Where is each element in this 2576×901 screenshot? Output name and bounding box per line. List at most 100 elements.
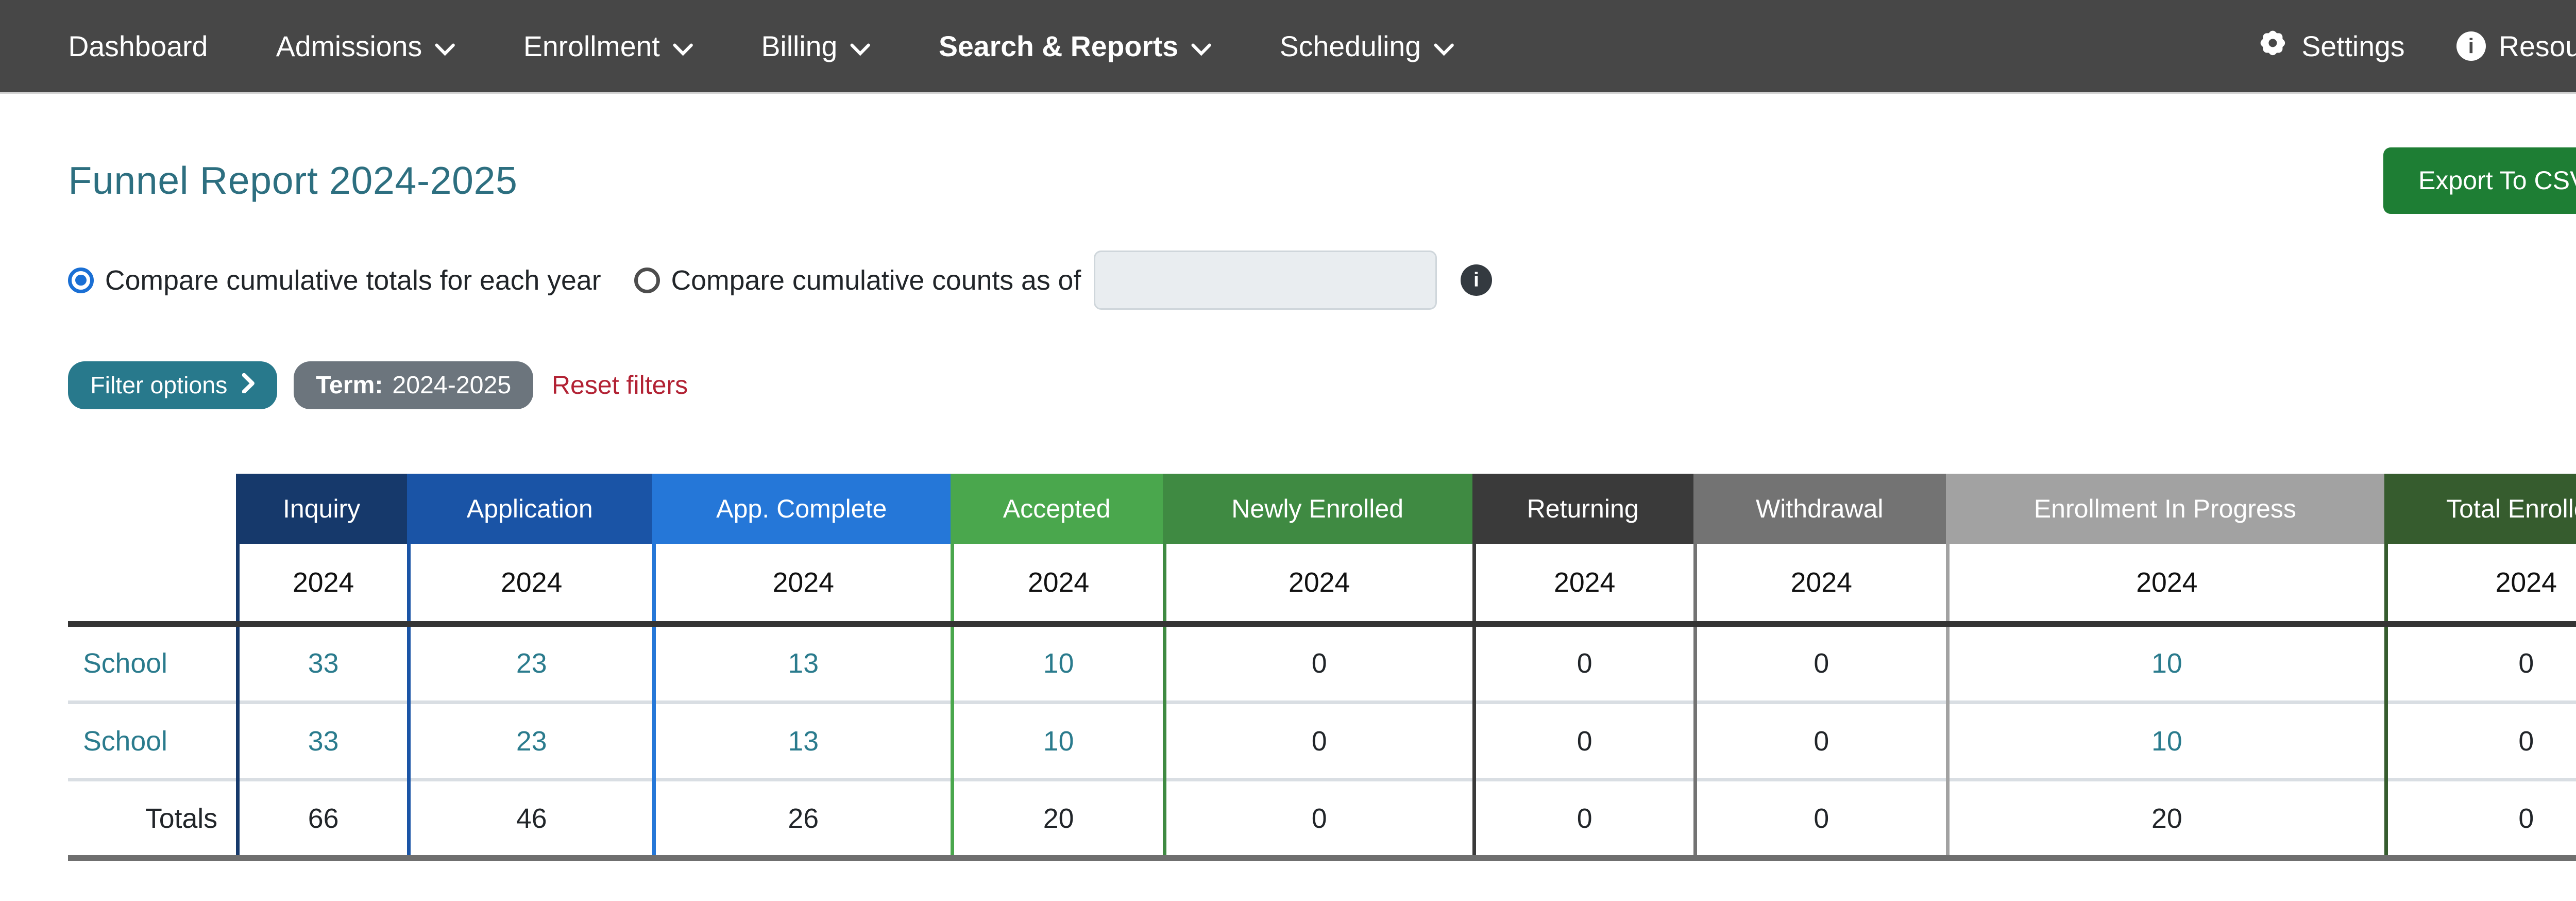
gear-icon xyxy=(2257,27,2289,65)
term-badge-prefix: Term: xyxy=(316,371,383,399)
column-header-label: Newly Enrolled xyxy=(1231,494,1403,524)
totals-value: 20 xyxy=(2151,803,2182,835)
year-label: 2024 xyxy=(2496,566,2557,598)
cell-value: 0 xyxy=(1577,725,1592,757)
year-label: 2024 xyxy=(1289,566,1350,598)
cell-value: 0 xyxy=(1312,647,1327,679)
table-row-separator xyxy=(1163,700,1472,704)
table-row-separator xyxy=(2384,700,2576,704)
cell-value-link[interactable]: 13 xyxy=(788,647,819,679)
totals-value: 26 xyxy=(788,803,819,835)
cell-value: 0 xyxy=(1814,725,1829,757)
radio-compare-counts[interactable] xyxy=(634,268,660,293)
as-of-date-input[interactable] xyxy=(1094,251,1436,309)
table-row-separator xyxy=(652,700,951,704)
table-row-separator xyxy=(1472,700,1693,704)
cell-newly-enrolled: 0 xyxy=(1163,704,1472,778)
cell-value: 0 xyxy=(2518,647,2534,679)
column-header-label: App. Complete xyxy=(716,494,887,524)
column-header-total-enrolled: Total Enrolled xyxy=(2384,474,2576,544)
year-subheader-inquiry: 2024 xyxy=(236,544,408,621)
nav-item-label: Admissions xyxy=(276,30,422,63)
chevron-down-icon xyxy=(435,30,455,63)
cell-value-link[interactable]: 10 xyxy=(1043,725,1074,757)
table-row-separator xyxy=(652,778,951,781)
info-icon[interactable]: i xyxy=(1461,264,1492,296)
row-label-school[interactable]: School xyxy=(68,704,235,778)
totals-value: 66 xyxy=(308,803,339,835)
compare-options-row: Compare cumulative totals for each year … xyxy=(68,251,2576,309)
table-row-separator xyxy=(236,778,408,781)
nav-item-label: Enrollment xyxy=(523,30,660,63)
table-row-separator xyxy=(407,778,652,781)
year-label: 2024 xyxy=(293,566,354,598)
nav-item-label: Settings xyxy=(2301,30,2404,63)
totals-value: 0 xyxy=(2518,803,2534,835)
nav-item-admissions[interactable]: Admissions xyxy=(276,30,455,63)
title-actions: Export To CSV % xyxy=(2383,147,2576,214)
nav-item-search-reports[interactable]: Search & Reports xyxy=(939,30,1211,63)
column-header-label: Total Enrolled xyxy=(2446,494,2576,524)
chevron-down-icon xyxy=(1434,30,1454,63)
table-row-separator xyxy=(2384,778,2576,781)
year-subheader-spacer xyxy=(68,544,235,621)
nav-item-resources[interactable]: iResources xyxy=(2456,30,2576,63)
cell-newly-enrolled: 0 xyxy=(1163,627,1472,700)
cell-value-link[interactable]: 33 xyxy=(308,725,339,757)
radio-compare-counts-label: Compare cumulative counts as of xyxy=(671,264,1081,296)
filter-options-button[interactable]: Filter options xyxy=(68,361,277,409)
nav-item-label: Billing xyxy=(761,30,837,63)
year-label: 2024 xyxy=(2136,566,2197,598)
title-row: Funnel Report 2024-2025 Export To CSV xyxy=(68,147,2576,214)
table-row-separator xyxy=(1693,778,1946,781)
column-header-label: Withdrawal xyxy=(1756,494,1884,524)
cell-value-link[interactable]: 13 xyxy=(788,725,819,757)
cell-value-link[interactable]: 23 xyxy=(516,725,547,757)
column-header-app-complete: App. Complete xyxy=(652,474,951,544)
table-row-separator xyxy=(68,700,235,704)
page-title: Funnel Report 2024-2025 xyxy=(68,158,517,203)
reset-filters-link[interactable]: Reset filters xyxy=(552,370,688,400)
column-header-withdrawal: Withdrawal xyxy=(1693,474,1946,544)
funnel-report-table: InquiryApplicationApp. CompleteAcceptedN… xyxy=(68,474,2576,861)
chevron-right-icon xyxy=(242,371,255,399)
cell-value: 0 xyxy=(1312,725,1327,757)
nav-item-settings[interactable]: Settings xyxy=(2257,27,2404,65)
year-label: 2024 xyxy=(1554,566,1615,598)
cell-value-link[interactable]: 10 xyxy=(2151,647,2182,679)
cell-enrollment-in-progress: 10 xyxy=(1946,704,2384,778)
column-header-label: Returning xyxy=(1527,494,1639,524)
nav-item-scheduling[interactable]: Scheduling xyxy=(1280,30,1454,63)
totals-row-label: Totals xyxy=(68,781,235,855)
cell-value-link[interactable]: 23 xyxy=(516,647,547,679)
cell-total-enrolled: 0 xyxy=(2384,704,2576,778)
export-to-csv-button[interactable]: Export To CSV xyxy=(2383,147,2576,214)
nav-item-enrollment[interactable]: Enrollment xyxy=(523,30,693,63)
school-link[interactable]: School xyxy=(83,725,167,757)
year-subheader-newly-enrolled: 2024 xyxy=(1163,544,1472,621)
nav-item-dashboard[interactable]: Dashboard xyxy=(68,30,208,63)
totals-value: 0 xyxy=(1312,803,1327,835)
table-row-separator xyxy=(1693,700,1946,704)
nav-item-billing[interactable]: Billing xyxy=(761,30,870,63)
cell-application: 23 xyxy=(407,627,652,700)
totals-value: 46 xyxy=(516,803,547,835)
year-subheader-accepted: 2024 xyxy=(951,544,1162,621)
cell-value-link[interactable]: 10 xyxy=(1043,647,1074,679)
nav-item-label: Search & Reports xyxy=(939,30,1178,63)
totals-cell-accepted: 20 xyxy=(951,781,1162,855)
school-link[interactable]: School xyxy=(83,647,167,679)
cell-withdrawal: 0 xyxy=(1693,704,1946,778)
column-header-newly-enrolled: Newly Enrolled xyxy=(1163,474,1472,544)
cell-value: 0 xyxy=(1814,647,1829,679)
term-filter-badge[interactable]: Term: 2024-2025 xyxy=(294,361,533,409)
year-label: 2024 xyxy=(773,566,834,598)
term-badge-value: 2024-2025 xyxy=(392,371,511,399)
year-subheader-application: 2024 xyxy=(407,544,652,621)
cell-value-link[interactable]: 10 xyxy=(2151,725,2182,757)
row-label-school[interactable]: School xyxy=(68,627,235,700)
cell-value-link[interactable]: 33 xyxy=(308,647,339,679)
column-header-label: Enrollment In Progress xyxy=(2034,494,2296,524)
radio-compare-totals[interactable] xyxy=(68,268,94,293)
page-content: Funnel Report 2024-2025 Export To CSV xyxy=(0,147,2576,861)
